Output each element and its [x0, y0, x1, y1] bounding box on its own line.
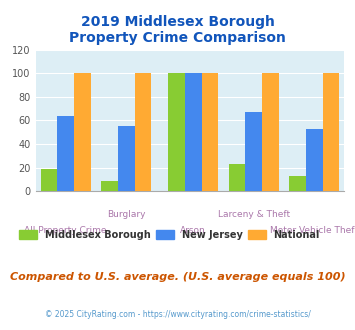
Bar: [135, 73, 151, 191]
Text: Burglary: Burglary: [107, 210, 146, 218]
Text: Motor Vehicle Theft: Motor Vehicle Theft: [270, 226, 355, 235]
Bar: [262, 73, 279, 191]
Bar: [306, 129, 323, 191]
Text: Arson: Arson: [180, 226, 206, 235]
Bar: [74, 73, 91, 191]
Legend: Middlesex Borough, New Jersey, National: Middlesex Borough, New Jersey, National: [16, 226, 324, 244]
Text: Compared to U.S. average. (U.S. average equals 100): Compared to U.S. average. (U.S. average …: [10, 272, 345, 282]
Bar: [289, 176, 306, 191]
Bar: [57, 116, 74, 191]
Bar: [168, 73, 185, 191]
Bar: [229, 164, 245, 191]
Bar: [185, 73, 202, 191]
Text: © 2025 CityRating.com - https://www.cityrating.com/crime-statistics/: © 2025 CityRating.com - https://www.city…: [45, 310, 310, 319]
Text: 2019 Middlesex Borough
Property Crime Comparison: 2019 Middlesex Borough Property Crime Co…: [69, 15, 286, 45]
Bar: [118, 126, 135, 191]
Bar: [202, 73, 218, 191]
Bar: [245, 112, 262, 191]
Text: All Property Crime: All Property Crime: [24, 226, 107, 235]
Text: Larceny & Theft: Larceny & Theft: [218, 210, 290, 218]
Bar: [323, 73, 339, 191]
Bar: [40, 169, 57, 191]
Bar: [101, 181, 118, 191]
